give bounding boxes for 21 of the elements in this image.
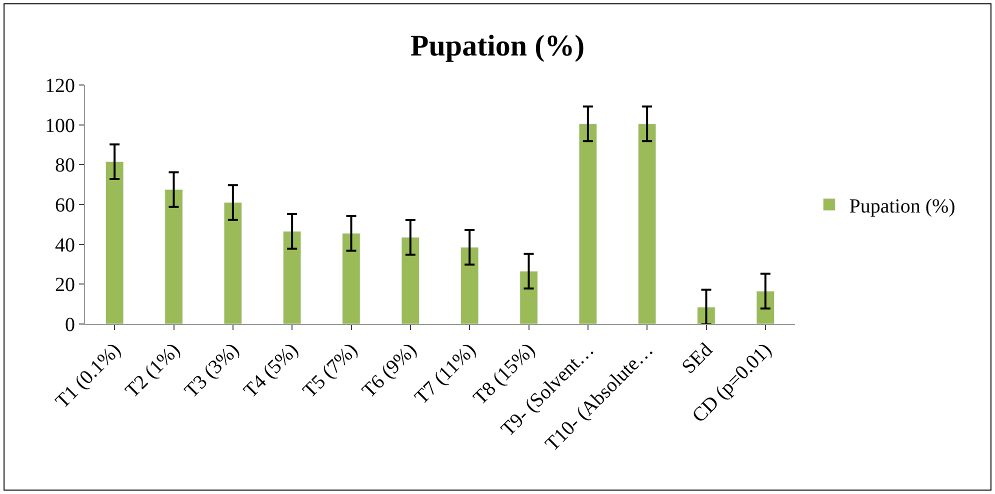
bar bbox=[401, 237, 420, 324]
chart-title: Pupation (%) bbox=[410, 30, 585, 63]
bar bbox=[578, 124, 598, 324]
bar bbox=[224, 202, 242, 324]
bar bbox=[520, 270, 538, 324]
legend-label: Pupation (%) bbox=[849, 195, 956, 218]
bar bbox=[638, 124, 656, 324]
y-tick-label: 100 bbox=[45, 114, 75, 137]
y-tick-label: 120 bbox=[45, 75, 75, 97]
x-tick-label: SEd bbox=[678, 339, 717, 378]
bar bbox=[756, 290, 775, 324]
y-tick-label: 0 bbox=[65, 314, 75, 336]
y-tick-label: 80 bbox=[55, 154, 75, 177]
bar bbox=[342, 233, 360, 324]
y-tick-label: 20 bbox=[55, 274, 75, 296]
bar bbox=[105, 161, 124, 324]
bar bbox=[164, 189, 183, 324]
y-tick-label: 40 bbox=[55, 234, 75, 256]
bar bbox=[460, 247, 479, 324]
y-tick-label: 60 bbox=[55, 194, 75, 216]
bar bbox=[282, 231, 302, 324]
